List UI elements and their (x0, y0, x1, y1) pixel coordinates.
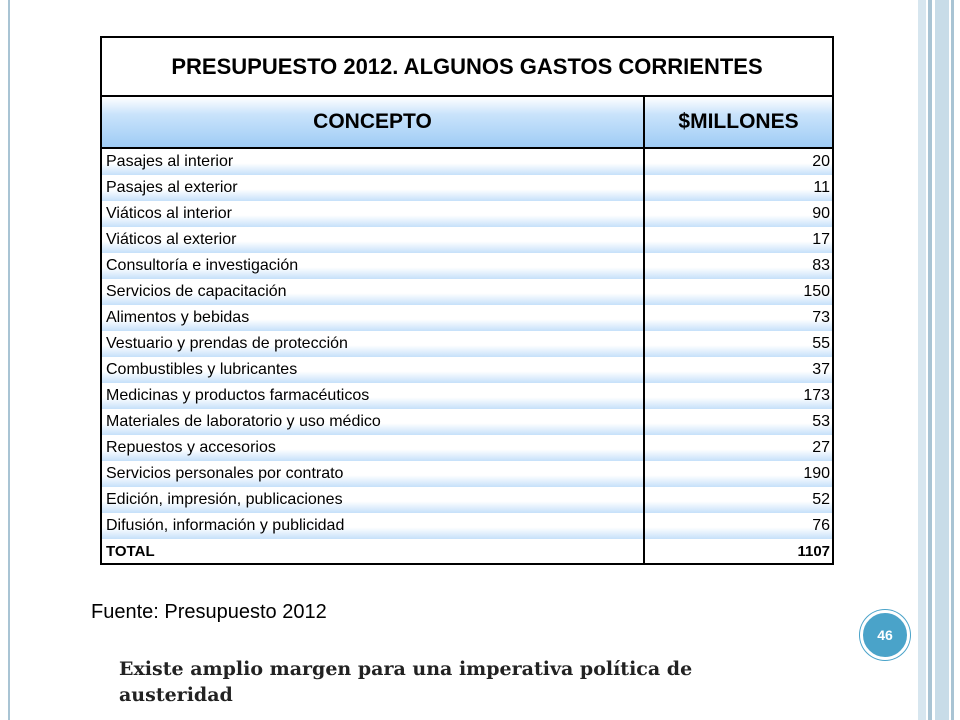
table-row: Medicinas y productos farmacéuticos 173 (100, 383, 835, 409)
page-number-badge: 46 (860, 610, 910, 660)
concept-cell: Consultoría e investigación (100, 253, 645, 279)
concept-cell: Viáticos al exterior (100, 227, 645, 253)
amount-cell: 83 (644, 253, 835, 279)
table-row: Pasajes al interior 20 (100, 148, 835, 175)
concept-cell: Combustibles y lubricantes (100, 357, 645, 383)
table-body: Pasajes al interior 20 Pasajes al exteri… (100, 148, 835, 565)
amount-cell: 52 (644, 487, 835, 513)
amount-cell: 11 (644, 175, 835, 201)
table-row: Materiales de laboratorio y uso médico 5… (100, 409, 835, 435)
total-amount: 1107 (644, 539, 835, 565)
amount-cell: 17 (644, 227, 835, 253)
budget-table: PRESUPUESTO 2012. ALGUNOS GASTOS CORRIEN… (99, 36, 835, 565)
concept-cell: Alimentos y bebidas (100, 305, 645, 331)
table-row: Edición, impresión, publicaciones 52 (100, 487, 835, 513)
amount-cell: 37 (644, 357, 835, 383)
concept-cell: Pasajes al exterior (100, 175, 645, 201)
table-row: Vestuario y prendas de protección 55 (100, 331, 835, 357)
total-label: TOTAL (100, 539, 645, 565)
amount-cell: 76 (644, 513, 835, 539)
concept-cell: Servicios personales por contrato (100, 461, 645, 487)
amount-cell: 55 (644, 331, 835, 357)
source-note: Fuente: Presupuesto 2012 (91, 601, 327, 623)
amount-cell: 150 (644, 279, 835, 305)
table-row: Repuestos y accesorios 27 (100, 435, 835, 461)
concept-cell: Vestuario y prendas de protección (100, 331, 645, 357)
amount-cell: 90 (644, 201, 835, 227)
concept-cell: Materiales de laboratorio y uso médico (100, 409, 645, 435)
concept-cell: Viáticos al interior (100, 201, 645, 227)
concept-cell: Difusión, información y publicidad (100, 513, 645, 539)
table-row: Servicios de capacitación 150 (100, 279, 835, 305)
amount-cell: 173 (644, 383, 835, 409)
slide-frame-right (928, 0, 932, 720)
amount-cell: 73 (644, 305, 835, 331)
table-title: PRESUPUESTO 2012. ALGUNOS GASTOS CORRIEN… (99, 36, 835, 97)
table-row: Combustibles y lubricantes 37 (100, 357, 835, 383)
column-header-amount: $MILLONES (642, 95, 835, 149)
slide-frame-right (951, 0, 954, 720)
table-row: Viáticos al interior 90 (100, 201, 835, 227)
table-row: Difusión, información y publicidad 76 (100, 513, 835, 539)
slide-frame-right (935, 0, 949, 720)
amount-cell: 27 (644, 435, 835, 461)
concept-cell: Pasajes al interior (100, 148, 645, 175)
slide-frame-left (8, 0, 10, 720)
concept-cell: Repuestos y accesorios (100, 435, 645, 461)
total-row: TOTAL 1107 (100, 539, 835, 565)
page-number: 46 (877, 627, 893, 643)
table-row: Viáticos al exterior 17 (100, 227, 835, 253)
concept-cell: Servicios de capacitación (100, 279, 645, 305)
concept-cell: Medicinas y productos farmacéuticos (100, 383, 645, 409)
slide-frame-right (918, 0, 926, 720)
table-row: Consultoría e investigación 83 (100, 253, 835, 279)
table-row: Alimentos y bebidas 73 (100, 305, 835, 331)
amount-cell: 20 (644, 148, 835, 175)
amount-cell: 190 (644, 461, 835, 487)
concept-cell: Edición, impresión, publicaciones (100, 487, 645, 513)
table-row: Pasajes al exterior 11 (100, 175, 835, 201)
amount-cell: 53 (644, 409, 835, 435)
conclusion-text: Existe amplio margen para una imperativa… (119, 658, 693, 706)
column-header-concept: CONCEPTO (100, 95, 645, 149)
table-row: Servicios personales por contrato 190 (100, 461, 835, 487)
